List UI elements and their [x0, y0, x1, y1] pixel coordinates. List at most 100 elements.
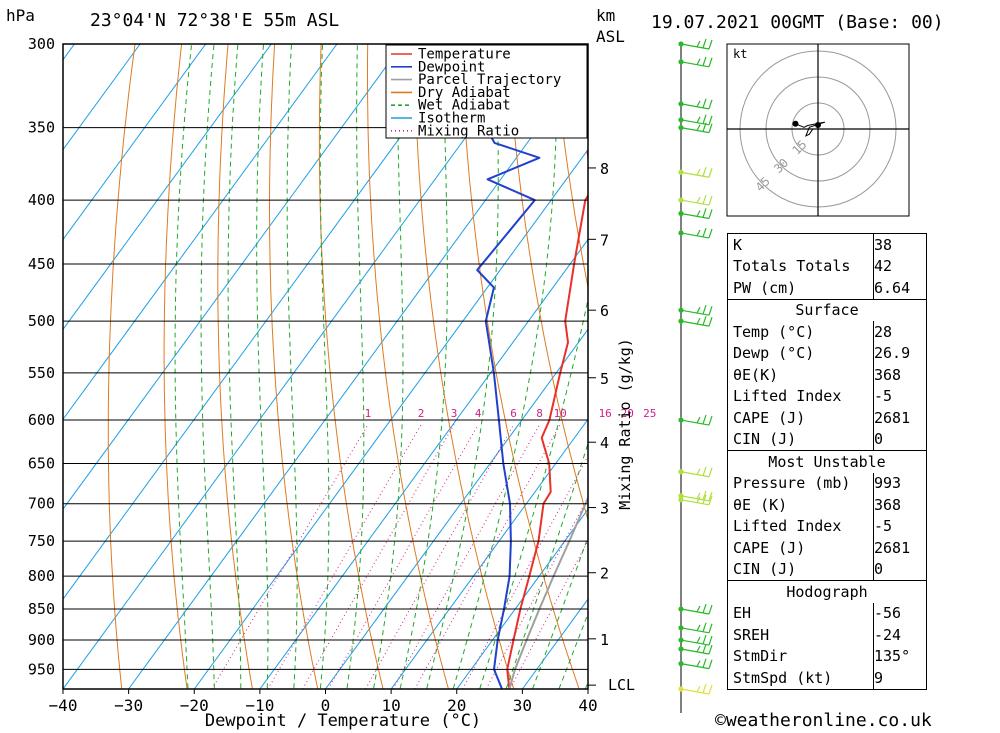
- index-value: 135°: [873, 645, 927, 667]
- index-key: StmSpd (kt): [727, 667, 874, 690]
- wind-barb: [678, 194, 713, 206]
- wind-barb: [678, 634, 713, 646]
- index-section-title: Surface: [727, 298, 927, 321]
- wind-barb: [678, 56, 713, 68]
- hodograph-trace: [795, 121, 826, 137]
- km-tick-label: 1: [600, 631, 609, 649]
- mixing-ratio-line: [509, 539, 588, 689]
- index-row: PW (cm) 6.64: [727, 277, 927, 299]
- mixing-ratio-label: 25: [643, 407, 656, 420]
- index-value: 6.64: [873, 277, 927, 299]
- axis-ticks: 3003504004505005506006507007508008509009…: [28, 35, 635, 715]
- pressure-tick-label: 400: [28, 191, 55, 209]
- index-key: Dewp (°C): [727, 342, 874, 364]
- legend-entry: Dry Adiabat: [418, 85, 511, 101]
- index-row: θE(K) 368: [727, 364, 927, 386]
- temperature-tick-label: −40: [49, 696, 78, 715]
- legend-entry: Parcel Trajectory: [418, 72, 561, 88]
- dry-adiabat-line: [269, 44, 319, 689]
- pressure-unit-label: hPa: [6, 6, 35, 25]
- index-key: PW (cm): [727, 277, 874, 299]
- pressure-tick-label: 350: [28, 119, 55, 137]
- mixing-ratio-labels: 1 2 3 4 6 8 10 16 20 25: [365, 407, 657, 420]
- temperature-tick-label: −10: [245, 696, 274, 715]
- legend-entry: Mixing Ratio: [418, 123, 519, 139]
- wind-barb: [678, 98, 713, 110]
- wet-adiabat-line: [426, 44, 499, 689]
- index-key: CIN (J): [727, 558, 874, 581]
- isotherm-line: [63, 44, 469, 600]
- index-value: -5: [873, 385, 927, 407]
- wind-barb: [678, 122, 713, 134]
- temperature-tick-label: 20: [447, 696, 466, 715]
- index-value: 993: [873, 472, 927, 494]
- wind-barb: [678, 490, 713, 502]
- index-value: -24: [873, 624, 927, 646]
- temperature-tick-label: −30: [114, 696, 143, 715]
- pressure-tick-label: 900: [28, 631, 55, 649]
- index-row: EH -56: [727, 602, 927, 624]
- isotherm-line: [63, 44, 207, 241]
- index-key: StmDir: [727, 645, 874, 667]
- temperature-line: [506, 150, 588, 689]
- wind-barbs: [678, 38, 713, 713]
- mixing-ratio-label: 16: [599, 407, 612, 420]
- index-key: K: [727, 233, 874, 256]
- index-row: Lifted Index -5: [727, 515, 927, 537]
- legend-entry: Dewpoint: [418, 59, 485, 75]
- km-tick-label: 6: [600, 302, 609, 320]
- legend-entry: Isotherm: [418, 111, 485, 127]
- dewpoint-line: [476, 44, 584, 689]
- wet-adiabat-line: [200, 44, 215, 689]
- mixing-ratio-line: [302, 424, 455, 689]
- index-value: 28: [873, 321, 927, 343]
- profile-lines: [476, 44, 588, 689]
- isotherm-line: [193, 148, 588, 689]
- asl-label: ASL: [596, 27, 625, 46]
- dry-adiabat-line: [367, 44, 449, 689]
- isotherm-line: [63, 44, 404, 511]
- pressure-tick-label: 650: [28, 454, 55, 472]
- index-section-title: Most Unstable: [727, 450, 927, 473]
- index-key: Pressure (mb): [727, 472, 874, 494]
- temperature-tick-label: −20: [180, 696, 209, 715]
- index-value: 38: [873, 233, 927, 256]
- dry-adiabat-line: [553, 44, 588, 290]
- index-key: θE(K): [727, 364, 874, 386]
- index-row: Temp (°C) 28: [727, 321, 927, 343]
- wind-barb: [678, 38, 713, 50]
- x-axis-label: Dewpoint / Temperature (°C): [205, 711, 481, 731]
- index-section-title: Hodograph: [727, 580, 927, 603]
- dry-adiabat-line: [217, 44, 253, 689]
- isotherm-line: [0, 44, 9, 689]
- index-row: Totals Totals 42: [727, 255, 927, 277]
- index-row: Pressure (mb) 993: [727, 472, 927, 494]
- index-row: Dewp (°C) 26.9: [727, 342, 927, 364]
- wet-adiabat-line: [452, 44, 558, 689]
- index-value: 26.9: [873, 342, 927, 364]
- index-row: CIN (J) 0: [727, 558, 927, 581]
- mixing-ratio-label: 8: [536, 407, 543, 420]
- dry-adiabat-line: [973, 44, 1000, 689]
- legend-entry: Temperature: [418, 47, 511, 63]
- mixing-ratio-label: 10: [554, 407, 567, 420]
- isotherm-line: [63, 44, 272, 331]
- index-key: CIN (J): [727, 428, 874, 451]
- pressure-tick-label: 700: [28, 495, 55, 513]
- mixing-ratio-line: [211, 424, 369, 689]
- isotherm-line: [128, 58, 588, 689]
- wet-adiabat-line: [256, 44, 269, 689]
- wind-barb: [678, 494, 713, 506]
- index-row: StmSpd (kt) 9: [727, 667, 927, 690]
- temperature-tick-label: 0: [321, 696, 331, 715]
- index-value: -56: [873, 602, 927, 624]
- index-key: CAPE (J): [727, 537, 874, 559]
- km-tick-label: 5: [600, 370, 609, 388]
- pressure-tick-label: 550: [28, 364, 55, 382]
- datetime-title: 19.07.2021 00GMT (Base: 00): [651, 12, 944, 33]
- pressure-tick-label: 800: [28, 567, 55, 585]
- wind-barb: [678, 414, 713, 426]
- index-value: 368: [873, 494, 927, 516]
